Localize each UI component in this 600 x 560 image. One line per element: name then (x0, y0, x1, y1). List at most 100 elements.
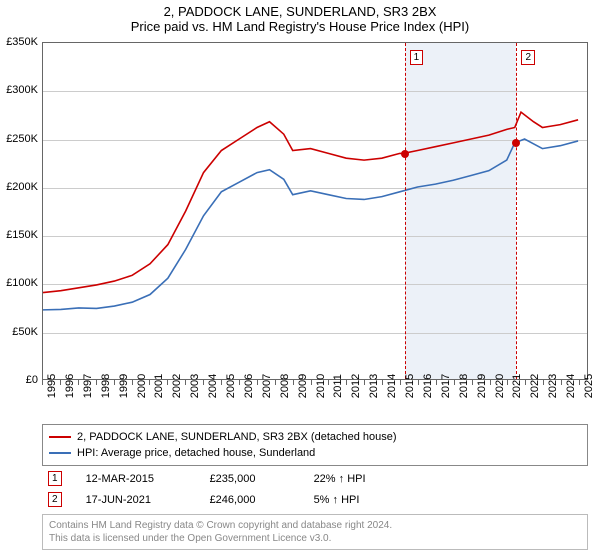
series-line-hpi (43, 139, 578, 310)
sale-marker-number: 1 (48, 471, 62, 486)
x-axis-label: 2009 (297, 374, 309, 398)
sale-hpi-delta: 22% ↑ HPI (314, 473, 394, 485)
x-axis-label: 2003 (189, 374, 201, 398)
x-axis-label: 1999 (118, 374, 130, 398)
x-axis-label: 1998 (100, 374, 112, 398)
x-axis-label: 2005 (225, 374, 237, 398)
x-axis-tick (257, 380, 258, 385)
series-svg (43, 43, 587, 379)
legend-item-hpi: HPI: Average price, detached house, Sund… (49, 445, 581, 461)
x-axis-tick (132, 380, 133, 385)
x-axis-label: 2010 (315, 374, 327, 398)
sale-row: 1 12-MAR-2015 £235,000 22% ↑ HPI (42, 468, 588, 489)
x-axis-tick (311, 380, 312, 385)
x-axis-label: 2013 (368, 374, 380, 398)
x-axis-tick (293, 380, 294, 385)
legend: 2, PADDOCK LANE, SUNDERLAND, SR3 2BX (de… (42, 424, 588, 466)
sale-date: 17-JUN-2021 (86, 494, 186, 506)
sales-table: 1 12-MAR-2015 £235,000 22% ↑ HPI 2 17-JU… (42, 468, 588, 510)
x-axis-tick (114, 380, 115, 385)
sale-price: £235,000 (210, 473, 290, 485)
x-axis-label: 2002 (171, 374, 183, 398)
legend-label: HPI: Average price, detached house, Sund… (77, 445, 315, 461)
x-axis-tick (400, 380, 401, 385)
x-axis-tick (275, 380, 276, 385)
title-subtitle: Price paid vs. HM Land Registry's House … (0, 19, 600, 38)
sale-marker-dot (401, 150, 409, 158)
x-axis-tick (561, 380, 562, 385)
x-axis-tick (328, 380, 329, 385)
x-axis-tick (490, 380, 491, 385)
x-axis-label: 2001 (153, 374, 165, 398)
x-axis-tick (346, 380, 347, 385)
x-axis-tick (436, 380, 437, 385)
legend-label: 2, PADDOCK LANE, SUNDERLAND, SR3 2BX (de… (77, 429, 397, 445)
y-axis-label: £50K (12, 326, 38, 338)
sale-hpi-delta: 5% ↑ HPI (314, 494, 394, 506)
x-axis-label: 2018 (458, 374, 470, 398)
plot-area: 12 (42, 42, 588, 380)
x-axis-tick (579, 380, 580, 385)
y-axis-label: £250K (6, 133, 38, 145)
x-axis-label: 2004 (207, 374, 219, 398)
sale-date: 12-MAR-2015 (86, 473, 186, 485)
sale-marker-vline (516, 43, 517, 379)
x-axis-tick (221, 380, 222, 385)
y-axis-label: £150K (6, 229, 38, 241)
y-axis-label: £300K (6, 84, 38, 96)
x-axis-tick (167, 380, 168, 385)
x-axis-label: 2006 (243, 374, 255, 398)
sale-marker-box: 1 (410, 50, 424, 65)
y-axis-label: £350K (6, 36, 38, 48)
x-axis-tick (454, 380, 455, 385)
x-axis-label: 2012 (350, 374, 362, 398)
title-address: 2, PADDOCK LANE, SUNDERLAND, SR3 2BX (0, 0, 600, 19)
x-axis-label: 1997 (82, 374, 94, 398)
footer-attribution: Contains HM Land Registry data © Crown c… (42, 514, 588, 550)
x-axis-label: 2000 (136, 374, 148, 398)
x-axis-label: 2023 (547, 374, 559, 398)
sale-marker-box: 2 (521, 50, 535, 65)
sale-marker-vline (405, 43, 406, 379)
x-axis-tick (203, 380, 204, 385)
x-axis-tick (418, 380, 419, 385)
y-axis-label: £0 (26, 374, 38, 386)
x-axis-label: 2008 (279, 374, 291, 398)
x-axis-tick (525, 380, 526, 385)
x-axis-label: 2021 (511, 374, 523, 398)
x-axis-tick (472, 380, 473, 385)
x-axis-label: 1996 (64, 374, 76, 398)
series-line-price_paid (43, 112, 578, 292)
x-axis-tick (543, 380, 544, 385)
x-axis-label: 2019 (476, 374, 488, 398)
x-axis-label: 2016 (422, 374, 434, 398)
x-axis-tick (382, 380, 383, 385)
x-axis-tick (185, 380, 186, 385)
x-axis-label: 2011 (332, 374, 344, 398)
y-axis-label: £200K (6, 181, 38, 193)
x-axis-label: 2022 (529, 374, 541, 398)
sale-marker-dot (512, 139, 520, 147)
x-axis-tick (42, 380, 43, 385)
x-axis-label: 2014 (386, 374, 398, 398)
legend-swatch (49, 452, 71, 454)
footer-line: This data is licensed under the Open Gov… (49, 532, 581, 545)
x-axis-tick (60, 380, 61, 385)
x-axis-label: 2024 (565, 374, 577, 398)
sale-price: £246,000 (210, 494, 290, 506)
footer-line: Contains HM Land Registry data © Crown c… (49, 519, 581, 532)
x-axis-label: 2015 (404, 374, 416, 398)
x-axis-tick (507, 380, 508, 385)
chart-container: 2, PADDOCK LANE, SUNDERLAND, SR3 2BX Pri… (0, 0, 600, 560)
sale-row: 2 17-JUN-2021 £246,000 5% ↑ HPI (42, 489, 588, 510)
x-axis-tick (239, 380, 240, 385)
x-axis-tick (96, 380, 97, 385)
sale-marker-number: 2 (48, 492, 62, 507)
x-axis-tick (364, 380, 365, 385)
y-axis-label: £100K (6, 277, 38, 289)
x-axis-label: 2017 (440, 374, 452, 398)
legend-swatch (49, 436, 71, 438)
x-axis-label: 2020 (494, 374, 506, 398)
legend-item-price-paid: 2, PADDOCK LANE, SUNDERLAND, SR3 2BX (de… (49, 429, 581, 445)
x-axis-label: 2007 (261, 374, 273, 398)
